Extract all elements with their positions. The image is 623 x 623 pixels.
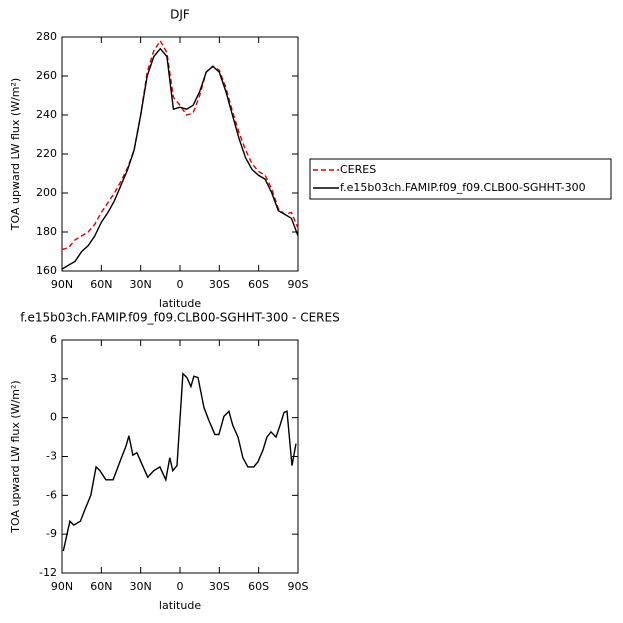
data-line xyxy=(62,372,297,552)
x-tick-label: 60N xyxy=(90,278,112,291)
y-tick-label: 200 xyxy=(36,186,57,199)
y-tick-label: 3 xyxy=(50,372,57,385)
x-tick-label: 90N xyxy=(51,580,73,593)
chart-title: DJF xyxy=(170,8,190,22)
y-tick-label: -9 xyxy=(46,527,57,540)
y-tick-label: 220 xyxy=(36,147,57,160)
x-tick-label: 90S xyxy=(288,580,309,593)
x-tick-label: 0 xyxy=(177,580,184,593)
legend: CERES f.e15b03ch.FAMIP.f09_f09.CLB00-SGHH… xyxy=(309,158,612,200)
x-tick-label: 30N xyxy=(130,278,152,291)
x-tick-label: 30S xyxy=(209,278,230,291)
x-tick-label: 90S xyxy=(288,278,309,291)
plot-frame xyxy=(61,339,299,574)
y-tick-label: 240 xyxy=(36,108,57,121)
y-tick-label: 260 xyxy=(36,69,57,82)
x-axis-label: latitude xyxy=(159,297,201,310)
y-tick-label: 6 xyxy=(50,333,57,346)
plot-frame xyxy=(61,36,299,272)
y-tick-label: 160 xyxy=(36,264,57,277)
x-tick-label: 30N xyxy=(130,580,152,593)
x-tick-label: 30S xyxy=(209,580,230,593)
x-tick-label: 60S xyxy=(248,278,269,291)
legend-label: CERES xyxy=(340,163,376,176)
x-tick-label: 90N xyxy=(51,278,73,291)
x-tick-label: 60N xyxy=(90,580,112,593)
y-tick-label: -12 xyxy=(39,566,57,579)
x-axis-label: latitude xyxy=(159,599,201,612)
chart-title: f.e15b03ch.FAMIP.f09_f09.CLB00-SGHHT-300… xyxy=(20,311,339,325)
data-line xyxy=(61,47,299,270)
legend-frame xyxy=(309,158,612,200)
y-tick-label: 0 xyxy=(50,411,57,424)
y-tick-label: 180 xyxy=(36,225,57,238)
y-axis-label: TOA upward LW flux (W/m²) xyxy=(9,78,22,231)
y-tick-label: -6 xyxy=(46,488,57,501)
x-tick-label: 60S xyxy=(248,580,269,593)
legend-label: f.e15b03ch.FAMIP.f09_f09.CLB00-SGHHT-300 xyxy=(340,181,586,194)
data-line xyxy=(61,39,299,251)
x-tick-label: 0 xyxy=(177,278,184,291)
y-tick-label: 280 xyxy=(36,30,57,43)
y-axis-label: TOA upward LW flux (W/m²) xyxy=(9,380,22,533)
y-tick-label: -3 xyxy=(46,450,57,463)
